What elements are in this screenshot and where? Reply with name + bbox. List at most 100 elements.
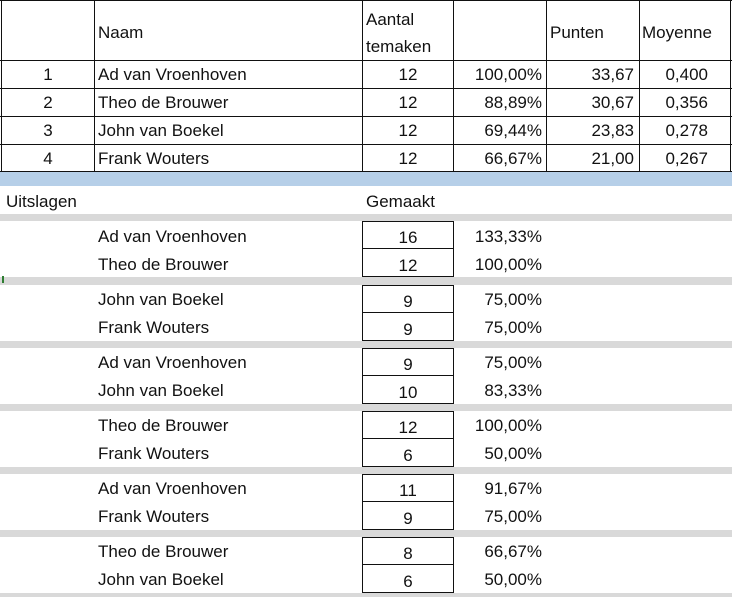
percentage-value: 91,67% [484, 479, 542, 498]
score-cell[interactable]: 8 [362, 537, 454, 565]
percentage-value: 75,00% [484, 353, 542, 372]
punten-cell: 23,83 [591, 121, 634, 140]
player-name: Theo de Brouwer [98, 542, 229, 561]
percentage-cell: 66,67% [484, 149, 542, 168]
player-name: Frank Wouters [98, 444, 210, 463]
percentage-value: 75,00% [484, 507, 542, 526]
percentage-cell: 88,89% [484, 93, 542, 112]
table-border [1, 0, 2, 172]
rank-cell: 1 [43, 65, 53, 84]
player-name-cell: Ad van Vroenhoven [98, 65, 247, 84]
score-cell[interactable]: 9 [362, 501, 454, 530]
score-cell[interactable]: 6 [362, 564, 454, 593]
score-value: 9 [403, 355, 413, 374]
score-cell[interactable]: 16 [362, 221, 454, 249]
moyenne-cell: 0,278 [665, 121, 708, 140]
percentage-cell: 69,44% [484, 121, 542, 140]
score-cell[interactable]: 11 [362, 474, 454, 502]
punten-cell: 33,67 [591, 65, 634, 84]
score-cell[interactable]: 12 [362, 248, 454, 277]
score-cell[interactable]: 9 [362, 312, 454, 341]
player-name: Frank Wouters [98, 507, 210, 526]
player-name: Ad van Vroenhoven [98, 353, 247, 372]
standings-table: Naam Aantal temaken Punten Moyenne 1 Ad … [0, 0, 732, 172]
player-name: Theo de Brouwer [98, 255, 229, 274]
score-value: 12 [398, 418, 418, 437]
player-name: John van Boekel [98, 381, 224, 400]
percentage-value: 50,00% [484, 444, 542, 463]
aantal-cell: 12 [398, 93, 418, 112]
table-border [0, 88, 732, 89]
player-name: John van Boekel [98, 570, 224, 589]
punten-cell: 21,00 [591, 149, 634, 168]
header-punten: Punten [550, 23, 604, 42]
header-temaken: temaken [366, 37, 432, 56]
header-aantal: Aantal [366, 10, 415, 29]
table-border [362, 0, 363, 172]
player-name: Ad van Vroenhoven [98, 479, 247, 498]
percentage-value: 83,33% [484, 381, 542, 400]
score-value: 11 [399, 481, 417, 500]
percentage-value: 66,67% [484, 542, 542, 561]
header-moyenne: Moyenne [642, 23, 712, 42]
table-border [0, 171, 732, 172]
match-divider [0, 593, 732, 597]
score-value: 9 [403, 292, 413, 311]
rank-cell: 2 [43, 93, 53, 112]
score-cell[interactable]: 9 [362, 285, 454, 313]
gemaakt-header: Gemaakt [366, 192, 435, 211]
rank-cell: 3 [43, 121, 53, 140]
score-value: 9 [403, 320, 413, 339]
match-divider [0, 404, 732, 411]
percentage-value: 100,00% [474, 255, 542, 274]
percentage-value: 100,00% [474, 416, 542, 435]
score-value: 10 [398, 383, 418, 402]
aantal-cell: 12 [398, 121, 418, 140]
table-border [453, 0, 454, 172]
moyenne-cell: 0,356 [665, 93, 708, 112]
table-border [0, 116, 732, 117]
score-value: 6 [403, 572, 413, 591]
section-divider [0, 172, 732, 186]
percentage-cell: 100,00% [474, 65, 542, 84]
score-cell[interactable]: 10 [362, 375, 454, 404]
player-name: Frank Wouters [98, 318, 210, 337]
score-value: 16 [398, 228, 418, 247]
rank-cell: 4 [43, 149, 53, 168]
percentage-value: 75,00% [484, 318, 542, 337]
table-border [639, 0, 640, 172]
player-name-cell: Frank Wouters [98, 149, 210, 168]
match-divider [0, 341, 732, 348]
player-name: John van Boekel [98, 290, 224, 309]
match-divider [0, 214, 732, 221]
punten-cell: 30,67 [591, 93, 634, 112]
player-name-cell: John van Boekel [98, 121, 224, 140]
aantal-cell: 12 [398, 149, 418, 168]
table-border [0, 144, 732, 145]
cell-marker-icon [2, 276, 4, 283]
score-cell[interactable]: 9 [362, 348, 454, 376]
score-value: 9 [403, 509, 413, 528]
score-value: 6 [403, 446, 413, 465]
table-border [94, 0, 95, 172]
aantal-cell: 12 [398, 65, 418, 84]
table-border [0, 0, 732, 1]
table-border [730, 0, 731, 172]
score-cell[interactable]: 6 [362, 438, 454, 467]
table-border [0, 60, 732, 61]
score-cell[interactable]: 12 [362, 411, 454, 439]
match-divider [0, 530, 732, 537]
percentage-value: 75,00% [484, 290, 542, 309]
percentage-value: 50,00% [484, 570, 542, 589]
score-value: 8 [403, 544, 413, 563]
player-name-cell: Theo de Brouwer [98, 93, 229, 112]
player-name: Ad van Vroenhoven [98, 227, 247, 246]
results-title: Uitslagen [6, 192, 77, 211]
match-divider [0, 277, 732, 285]
moyenne-cell: 0,267 [665, 149, 708, 168]
header-naam: Naam [98, 23, 144, 42]
match-divider [0, 467, 732, 474]
table-border [546, 0, 547, 172]
player-name: Theo de Brouwer [98, 416, 229, 435]
moyenne-cell: 0,400 [665, 65, 708, 84]
